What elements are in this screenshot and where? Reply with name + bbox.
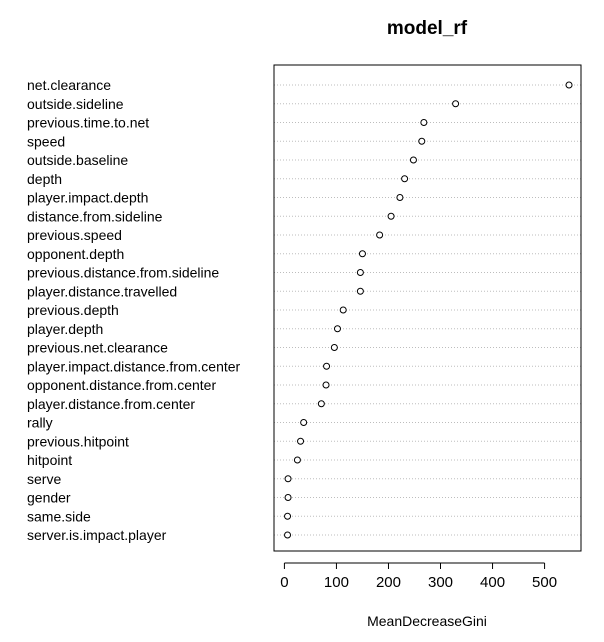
category-label: serve — [27, 471, 61, 487]
data-point — [356, 269, 364, 276]
data-point — [300, 419, 308, 426]
plot-frame — [273, 64, 582, 552]
x-tick-label: 100 — [324, 574, 349, 591]
category-label: gender — [27, 490, 71, 506]
data-point — [401, 175, 409, 183]
category-label: speed — [27, 133, 65, 149]
data-point — [284, 531, 292, 539]
x-tick-label: 500 — [532, 574, 557, 591]
category-label: rally — [27, 415, 53, 431]
data-point — [376, 231, 384, 239]
category-label: previous.distance.from.sideline — [27, 265, 219, 281]
data-point — [323, 362, 331, 370]
category-label: player.distance.travelled — [27, 283, 177, 299]
category-label: player.distance.from.center — [27, 396, 195, 412]
data-point — [339, 306, 347, 314]
category-label: player.impact.distance.from.center — [27, 358, 241, 374]
category-label: player.depth — [27, 321, 103, 337]
x-axis: 0 100 200 300 400 500 — [280, 562, 557, 591]
category-label: player.impact.depth — [27, 190, 148, 206]
data-point — [418, 137, 426, 145]
data-point — [565, 81, 573, 89]
x-tick-label: 0 — [280, 574, 288, 591]
data-point — [387, 212, 395, 220]
data-point — [452, 100, 460, 108]
category-label: outside.baseline — [27, 152, 128, 168]
category-label: depth — [27, 171, 62, 187]
data-point — [297, 437, 305, 445]
data-point — [358, 250, 366, 258]
data-point — [284, 475, 292, 483]
data-point — [322, 381, 330, 389]
category-label: server.is.impact.player — [27, 527, 167, 543]
x-tick-label: 300 — [428, 574, 453, 591]
category-label: outside.sideline — [27, 96, 124, 112]
category-label: previous.net.clearance — [27, 340, 168, 356]
data-point — [333, 325, 341, 333]
category-label: hitpoint — [27, 452, 72, 468]
data-point — [284, 494, 292, 501]
data-point — [396, 194, 404, 201]
data-point — [293, 456, 301, 464]
x-axis-title: MeanDecreaseGini — [367, 613, 487, 629]
category-label: previous.speed — [27, 227, 122, 243]
category-label: net.clearance — [27, 77, 111, 93]
grid-lines — [274, 84, 581, 536]
data-point — [317, 400, 325, 408]
x-tick-label: 200 — [376, 574, 401, 591]
data-point — [420, 119, 428, 126]
data-point — [330, 344, 338, 351]
category-label: previous.hitpoint — [27, 433, 129, 449]
data-point — [356, 287, 364, 295]
category-label: same.side — [27, 508, 91, 524]
category-label: previous.depth — [27, 302, 119, 318]
category-label: previous.time.to.net — [27, 115, 149, 131]
data-point — [284, 512, 292, 520]
chart-title: model_rf — [387, 18, 468, 39]
data-point — [409, 156, 417, 164]
data-points — [284, 81, 573, 539]
category-label: distance.from.sideline — [27, 208, 163, 224]
category-label: opponent.depth — [27, 246, 124, 262]
x-tick-label: 400 — [480, 574, 505, 591]
category-labels: net.clearance outside.sideline previous.ti… — [27, 77, 241, 543]
category-label: opponent.distance.from.center — [27, 377, 216, 393]
